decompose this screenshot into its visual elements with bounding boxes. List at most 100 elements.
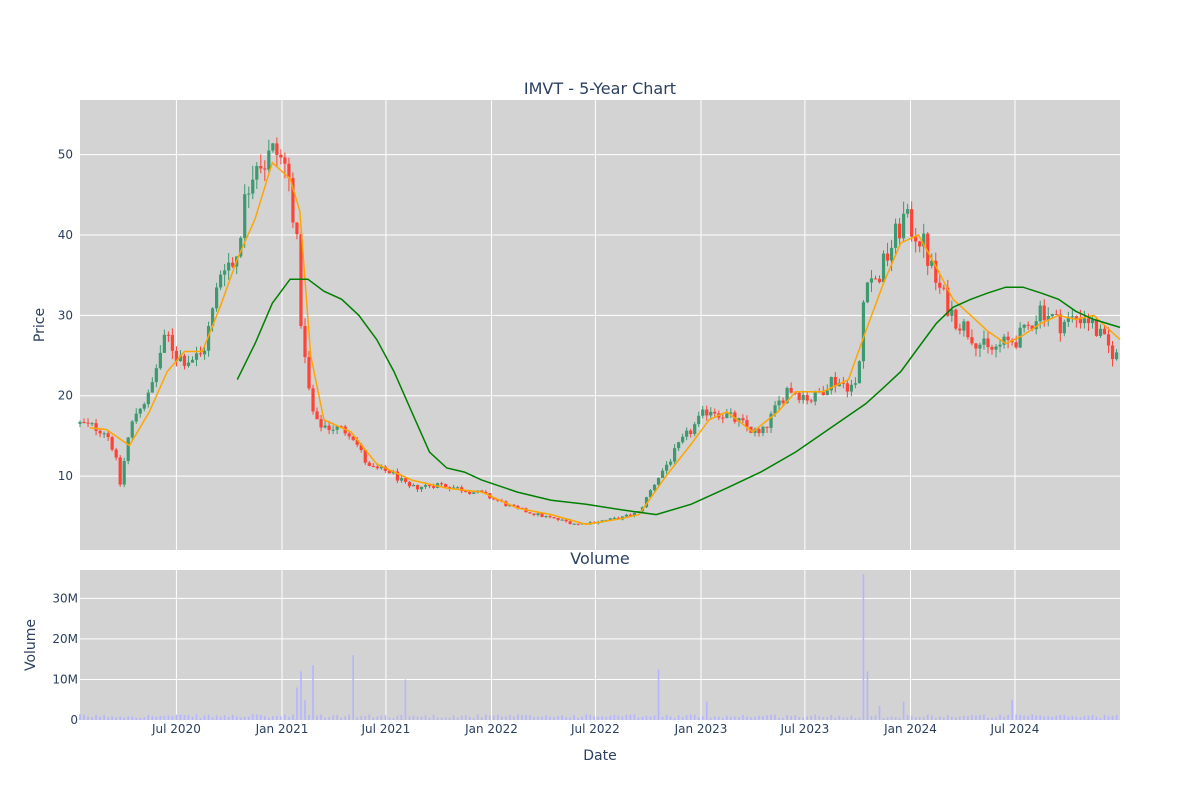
volume-bar	[681, 716, 684, 720]
volume-bar	[476, 714, 479, 720]
candle-body	[608, 518, 612, 520]
volume-bar	[243, 716, 246, 720]
volume-bar	[814, 714, 817, 720]
volume-bar	[581, 716, 584, 720]
price-y-tick-label: 30	[58, 308, 73, 322]
volume-bars	[79, 574, 1118, 720]
candle-body	[1094, 319, 1099, 336]
candle-body	[271, 143, 275, 151]
volume-bar	[259, 714, 262, 720]
volume-bar	[1067, 716, 1070, 720]
candle-body	[918, 241, 922, 247]
volume-bar	[372, 717, 375, 720]
volume-bar	[701, 716, 704, 720]
candle-body	[576, 523, 580, 525]
volume-bar	[215, 715, 218, 720]
candle-body	[403, 478, 408, 482]
volume-bar	[637, 717, 640, 720]
volume-bar	[629, 714, 632, 720]
candle-body	[861, 302, 866, 362]
volume-bar	[384, 715, 387, 720]
volume-bar	[734, 716, 736, 720]
candle-body	[737, 418, 741, 422]
volume-bar	[942, 717, 945, 720]
volume-bar	[376, 716, 379, 720]
volume-bar	[673, 717, 676, 720]
candle-body	[873, 278, 878, 280]
volume-bar	[151, 715, 154, 720]
x-tick-label: Jul 2023	[779, 722, 829, 736]
volume-bar	[388, 717, 391, 720]
candle-body	[162, 334, 166, 353]
volume-bar	[802, 717, 804, 720]
volume-bar	[380, 715, 383, 720]
candle-body	[821, 392, 825, 396]
volume-bar	[533, 716, 535, 720]
candle-body	[910, 209, 914, 237]
candle-body	[660, 470, 665, 478]
candle-body	[974, 343, 978, 349]
candle-body	[693, 424, 697, 434]
candle-body	[347, 433, 351, 437]
volume-bar	[1007, 715, 1009, 720]
volume-bar	[770, 714, 772, 720]
volume-bar	[400, 714, 403, 720]
candle-body	[355, 439, 359, 445]
candle-body	[572, 523, 576, 525]
candle-body	[106, 433, 110, 438]
chart-title: IMVT - 5-Year Chart	[524, 79, 676, 98]
volume-bar	[585, 714, 588, 720]
volume-bar	[657, 669, 660, 720]
candle-body	[512, 504, 516, 506]
volume-bar	[665, 714, 668, 720]
volume-bar	[1019, 715, 1021, 720]
volume-bar	[91, 717, 93, 720]
candle-body	[331, 429, 335, 431]
candle-body	[673, 448, 677, 462]
candle-body	[1106, 334, 1111, 346]
candle-body	[90, 423, 94, 425]
volume-bar	[155, 716, 158, 720]
candle-body	[158, 352, 162, 369]
candle-body	[223, 270, 227, 275]
volume-bar	[918, 716, 921, 720]
candle-body	[98, 430, 102, 434]
candle-body	[227, 262, 231, 271]
volume-bar	[1047, 716, 1050, 720]
volume-bar	[758, 715, 760, 720]
volume-bar	[830, 715, 833, 720]
candle-body	[439, 483, 444, 485]
candle-body	[652, 484, 657, 491]
volume-panel-title: Volume	[570, 549, 630, 568]
volume-bar	[669, 716, 672, 720]
volume-bar	[268, 717, 270, 720]
volume-bar	[255, 714, 258, 720]
volume-bar	[818, 716, 821, 720]
volume-bar	[95, 714, 97, 720]
candle-body	[1030, 325, 1034, 330]
candle-body	[528, 512, 532, 514]
volume-bar	[959, 716, 961, 720]
volume-bar	[685, 715, 688, 720]
volume-bar	[191, 716, 194, 720]
volume-bar	[573, 715, 575, 720]
volume-bar	[537, 716, 539, 720]
candle-body	[371, 465, 375, 467]
volume-bar	[284, 714, 286, 720]
volume-bar	[223, 715, 226, 720]
volume-bar	[930, 715, 933, 720]
volume-bar	[842, 717, 845, 720]
volume-bar	[995, 717, 997, 720]
long-moving-average-line	[236, 278, 1121, 516]
candle-body	[1098, 328, 1103, 336]
candle-body	[464, 491, 468, 493]
volume-bar	[738, 717, 740, 720]
volume-y-tick-label: 0	[70, 713, 78, 727]
volume-bar	[874, 715, 877, 720]
volume-bar	[1043, 716, 1046, 720]
candle-body	[532, 513, 536, 515]
volume-bar	[862, 574, 865, 720]
volume-bar	[963, 715, 965, 720]
volume-bar	[320, 714, 322, 720]
volume-bar	[239, 717, 242, 720]
